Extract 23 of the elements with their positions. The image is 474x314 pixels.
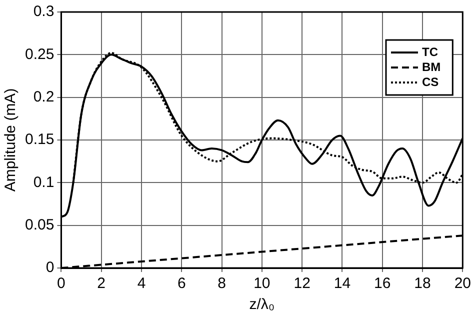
x-tick-label: 18: [414, 275, 431, 292]
x-tick-label: 14: [334, 275, 351, 292]
y-tick-label: 0.05: [24, 216, 54, 234]
x-tick-label: 16: [374, 275, 391, 292]
x-tick-label: 4: [137, 275, 146, 292]
y-tick-label: 0.15: [24, 131, 54, 148]
x-tick-label: 12: [294, 275, 310, 292]
y-axis-title: Amplitude (mA): [2, 88, 20, 192]
x-tick-label: 6: [177, 275, 186, 292]
x-tick-label: 8: [218, 275, 226, 292]
y-tick-label: 0.3: [33, 3, 54, 20]
y-tick-label: 0.2: [33, 88, 54, 106]
x-tick-label: 20: [454, 275, 471, 292]
x-tick-label: 10: [254, 275, 270, 292]
legend-label: CS: [422, 74, 439, 89]
y-tick-label: 0.1: [33, 174, 54, 191]
y-tick-label: 0.25: [24, 46, 54, 63]
x-tick-label: 0: [57, 275, 66, 292]
x-tick-label: 2: [97, 275, 106, 292]
legend-label: BM: [422, 60, 441, 74]
y-tick-label: 0: [46, 259, 54, 276]
legend-label: TC: [422, 44, 438, 59]
x-axis-title: z/λ₀: [249, 296, 275, 314]
